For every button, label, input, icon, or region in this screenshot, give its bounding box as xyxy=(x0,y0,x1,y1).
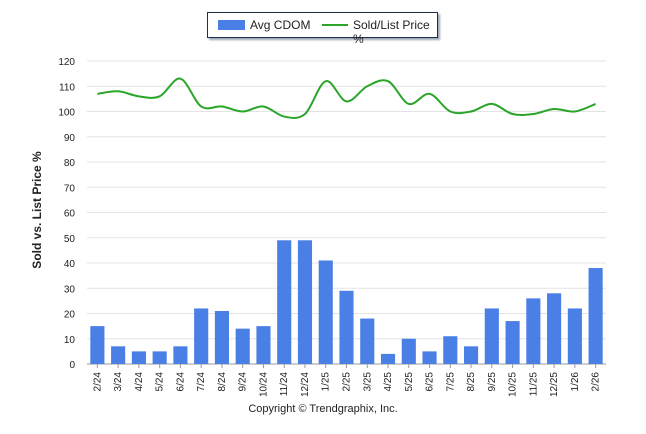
x-tick-label: 12/25 xyxy=(549,372,560,397)
bar-avg-cdom xyxy=(235,328,250,364)
bar-avg-cdom xyxy=(567,308,582,364)
y-tick-label: 80 xyxy=(64,158,76,169)
x-tick-label: 10/25 xyxy=(508,372,519,397)
x-tick-label: 11/24 xyxy=(279,372,290,397)
x-tick-label: 2/24 xyxy=(92,372,103,392)
bar-avg-cdom xyxy=(484,308,499,364)
y-tick-label: 0 xyxy=(69,360,75,371)
y-axis-label: Sold vs. List Price % xyxy=(30,151,44,269)
x-tick-label: 10/24 xyxy=(258,372,269,397)
x-tick-label: 3/24 xyxy=(113,372,124,392)
line-sold-list-price xyxy=(97,77,596,119)
bar-avg-cdom xyxy=(152,351,167,364)
y-tick-label: 50 xyxy=(64,234,76,245)
legend-swatch-sold-list xyxy=(322,24,348,26)
bar-avg-cdom xyxy=(214,310,229,364)
y-tick-label: 60 xyxy=(64,209,76,220)
y-tick-label: 30 xyxy=(64,284,76,295)
bar-avg-cdom xyxy=(380,353,396,364)
bar-avg-cdom xyxy=(277,240,292,364)
x-tick-label: 6/24 xyxy=(175,372,186,392)
bar-avg-cdom xyxy=(422,351,437,364)
y-tick-label: 70 xyxy=(64,183,76,194)
x-tick-label: 9/24 xyxy=(238,372,249,392)
y-tick-label: 120 xyxy=(58,57,75,68)
x-tick-label: 9/25 xyxy=(487,372,498,392)
legend: Avg CDOM Sold/List Price % xyxy=(207,12,438,46)
x-tick-label: 7/24 xyxy=(196,372,207,392)
bar-avg-cdom xyxy=(339,290,354,364)
y-tick-label: 40 xyxy=(64,259,76,270)
x-tick-label: 3/25 xyxy=(362,372,373,392)
bar-avg-cdom xyxy=(401,338,416,364)
y-tick-label: 10 xyxy=(64,335,76,346)
x-tick-label: 1/26 xyxy=(570,372,581,392)
x-tick-label: 2/26 xyxy=(591,372,602,392)
legend-swatch-avg-cdom xyxy=(218,20,245,30)
x-tick-label: 5/25 xyxy=(404,372,415,392)
x-tick-label: 12/24 xyxy=(300,372,311,397)
x-tick-label: 11/25 xyxy=(528,372,539,397)
x-tick-label: 4/25 xyxy=(383,372,394,392)
bar-avg-cdom xyxy=(588,268,603,364)
bar-avg-cdom xyxy=(173,346,188,364)
copyright-footer: Copyright © Trendgraphix, Inc. xyxy=(248,403,398,415)
x-tick-label: 5/24 xyxy=(155,372,166,392)
x-tick-label: 8/24 xyxy=(217,372,228,392)
y-tick-label: 100 xyxy=(58,108,75,119)
legend-label-avg-cdom: Avg CDOM xyxy=(250,18,311,32)
bar-avg-cdom xyxy=(547,293,562,364)
bar-avg-cdom xyxy=(194,308,209,364)
x-tick-label: 8/25 xyxy=(466,372,477,392)
legend-label-sold-list: Sold/List Price % xyxy=(353,18,430,46)
bar-avg-cdom xyxy=(464,346,479,364)
bar-avg-cdom xyxy=(297,240,313,364)
bar-avg-cdom xyxy=(111,346,126,364)
bar-avg-cdom xyxy=(318,260,333,364)
bar-avg-cdom xyxy=(131,351,146,364)
bar-avg-cdom xyxy=(256,326,271,364)
y-tick-label: 110 xyxy=(59,82,75,93)
x-tick-label: 6/25 xyxy=(425,372,436,392)
y-tick-label: 90 xyxy=(64,133,76,144)
x-tick-label: 7/25 xyxy=(445,372,456,392)
x-tick-label: 4/24 xyxy=(134,372,145,392)
y-tick-label: 20 xyxy=(64,310,76,321)
bar-avg-cdom xyxy=(360,318,375,364)
x-tick-label: 1/25 xyxy=(321,372,332,392)
bar-avg-cdom xyxy=(443,336,458,364)
x-tick-label: 2/25 xyxy=(342,372,353,392)
bar-avg-cdom xyxy=(505,321,520,364)
bar-avg-cdom xyxy=(90,326,105,364)
bar-avg-cdom xyxy=(526,298,541,364)
